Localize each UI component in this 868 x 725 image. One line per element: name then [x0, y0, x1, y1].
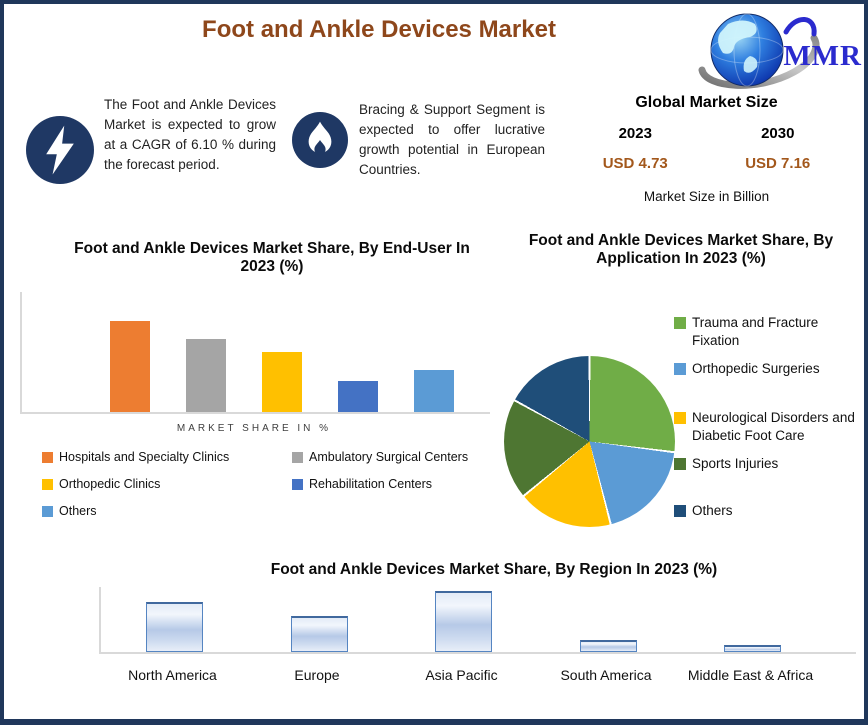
region-chart-title: Foot and Ankle Devices Market Share, By … [270, 561, 718, 578]
legend-label: Neurological Disorders and Diabetic Foot… [692, 410, 855, 443]
legend-swatch [292, 452, 303, 463]
application-pie-legend: Trauma and Fracture Fixation Orthopedic S… [674, 314, 864, 520]
legend-label: Others [59, 504, 97, 518]
region-chart-plot [99, 587, 856, 654]
market-size-title: Global Market Size [635, 94, 778, 111]
legend-swatch [42, 452, 53, 463]
market-size-end-value: USD 7.16 [745, 155, 811, 172]
market-size-end-year: 2030 [761, 125, 795, 142]
bar-asia-pacific [435, 591, 492, 652]
legend-neurological-disorders-and-diabetic-foot-care: Neurological Disorders and Diabetic Foot… [674, 409, 864, 445]
market-size-start-value: USD 4.73 [602, 155, 668, 172]
legend-swatch [42, 479, 53, 490]
bar-north-america [146, 602, 203, 652]
legend-rehabilitation-centers: Rehabilitation Centers [292, 477, 512, 492]
end-user-chart-plot [20, 292, 490, 414]
highlight-text-bracing: Bracing & Support Segment is expected to… [359, 102, 545, 177]
end-user-chart-title: Foot and Ankle Devices Market Share, By … [74, 240, 470, 275]
legend-swatch [674, 505, 686, 517]
page-title: Foot and Ankle Devices Market [202, 16, 556, 43]
legend-orthopedic-surgeries: Orthopedic Surgeries [674, 360, 864, 378]
bar-hospitals-and-specialty-clinics [110, 321, 150, 412]
axis-label-middle-east-africa: Middle East & Africa [687, 667, 814, 683]
application-chart-title: Foot and Ankle Devices Market Share, By … [528, 232, 834, 267]
bar-others [414, 370, 454, 412]
legend-label: Others [692, 503, 733, 518]
end-user-chart-xlabel: MARKET SHARE IN % [176, 423, 332, 434]
end-user-chart-legend: Hospitals and Specialty Clinics Ambulator… [42, 450, 512, 519]
legend-trauma-and-fracture-fixation: Trauma and Fracture Fixation [674, 314, 864, 350]
bar-orthopedic-clinics [262, 352, 302, 412]
lightning-icon [26, 116, 94, 184]
market-size-unit-note: Market Size in Billion [643, 189, 770, 204]
legend-swatch [674, 317, 686, 329]
legend-others: Others [674, 502, 864, 520]
legend-label: Orthopedic Clinics [59, 477, 161, 491]
legend-orthopedic-clinics: Orthopedic Clinics [42, 477, 292, 492]
global-market-size-panel: Global Market Size 2023 2030 USD 4.73 US… [564, 94, 849, 204]
axis-label-south-america: South America [560, 667, 652, 683]
highlight-text-cagr: The Foot and Ankle Devices Market is exp… [104, 97, 276, 172]
globe-icon [698, 13, 820, 89]
region-chart-labels: North America Europe Asia Pacific South Ame… [99, 664, 854, 719]
legend-hospitals-and-specialty-clinics: Hospitals and Specialty Clinics [42, 450, 292, 465]
bar-europe [290, 616, 348, 652]
bar-ambulatory-surgical-centers [186, 339, 226, 412]
legend-ambulatory-surgical-centers: Ambulatory Surgical Centers [292, 450, 512, 465]
axis-label-asia-pacific: Asia Pacific [425, 667, 498, 683]
legend-sports-injuries: Sports Injuries [674, 455, 864, 473]
legend-label: Trauma and Fracture Fixation [692, 315, 819, 348]
legend-swatch [674, 458, 686, 470]
bar-middle-east-africa [724, 645, 781, 652]
legend-label: Rehabilitation Centers [309, 477, 432, 491]
bar-south-america [579, 640, 637, 652]
axis-label-north-america: North America [128, 667, 217, 683]
legend-label: Orthopedic Surgeries [692, 361, 820, 376]
legend-label: Hospitals and Specialty Clinics [59, 450, 230, 464]
legend-swatch [292, 479, 303, 490]
mmr-logo: MMR [692, 10, 864, 92]
logo-text: MMR [783, 40, 862, 72]
legend-swatch [674, 412, 686, 424]
bar-rehabilitation-centers [338, 381, 378, 412]
axis-label-europe: Europe [294, 667, 340, 683]
application-pie [504, 356, 675, 527]
market-size-start-year: 2023 [618, 125, 652, 142]
legend-swatch [42, 506, 53, 517]
legend-label: Sports Injuries [692, 456, 779, 471]
legend-swatch [674, 363, 686, 375]
legend-label: Ambulatory Surgical Centers [309, 450, 469, 464]
flame-icon [292, 112, 348, 168]
legend-others: Others [42, 504, 292, 519]
